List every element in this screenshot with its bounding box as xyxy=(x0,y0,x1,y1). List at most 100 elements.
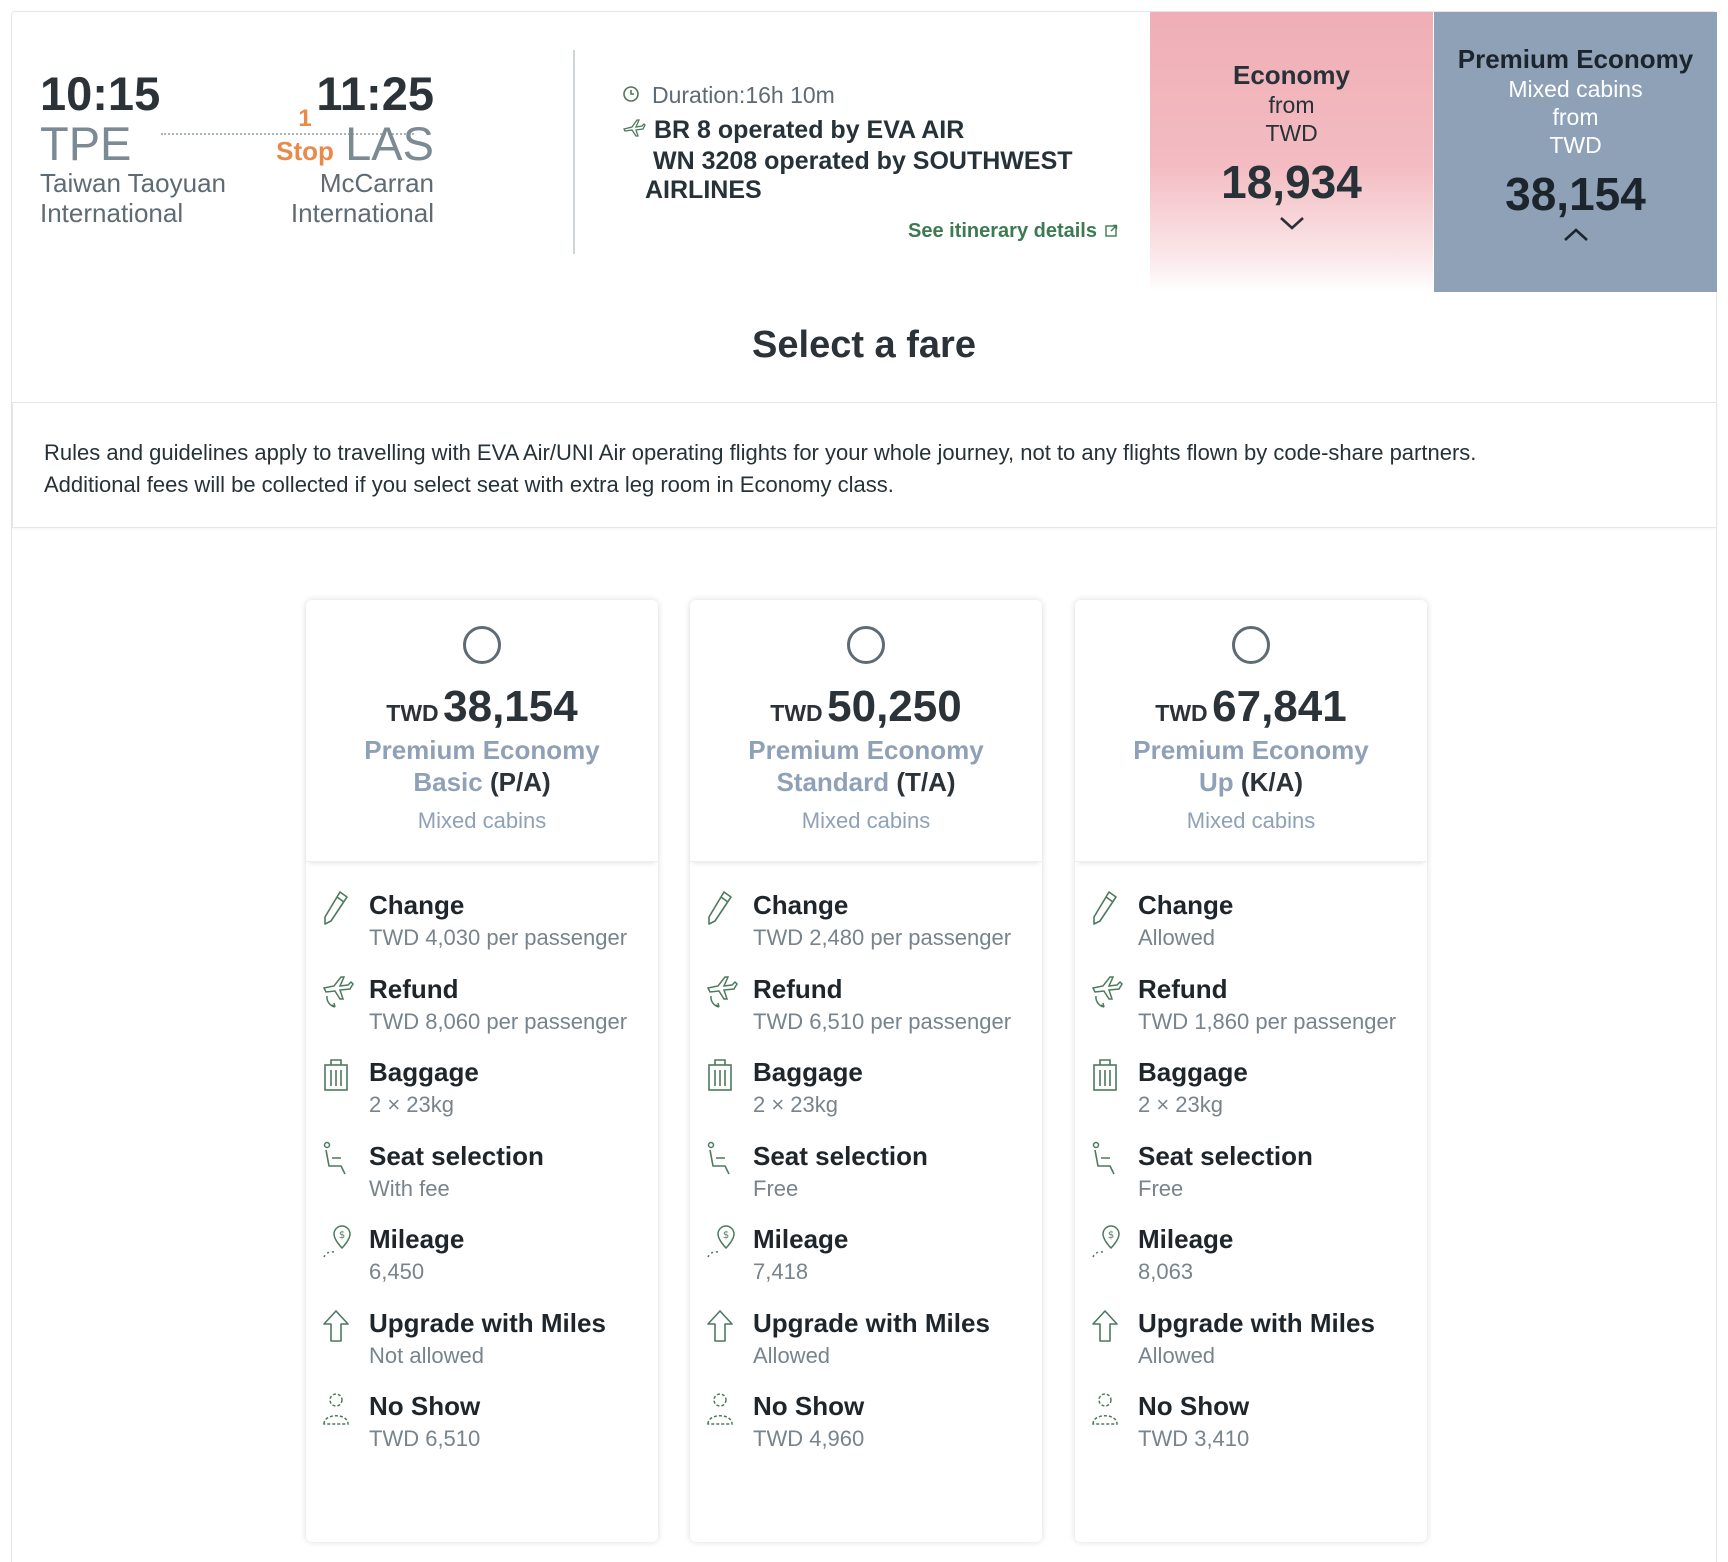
divider xyxy=(573,50,575,254)
feature-value: TWD 3,410 xyxy=(1138,1426,1250,1451)
fare-card-header: TWD 67,841 Premium Economy Up (K/A) Mixe… xyxy=(1075,600,1427,862)
feature-value: Allowed xyxy=(1138,1342,1216,1368)
refund-plane-icon xyxy=(321,974,355,1012)
fare-price: TWD 38,154 xyxy=(306,682,658,732)
feature-row: Change TWD 2,480 per passenger xyxy=(705,888,1035,972)
premium-cabin-name: Premium Economy xyxy=(1457,44,1694,74)
feature-value: 2 × 23kg xyxy=(753,1092,839,1117)
mileage-icon: $ xyxy=(1090,1224,1124,1262)
feature-value: 2 × 23kg xyxy=(369,1092,455,1117)
feature-title: Mileage xyxy=(369,1224,465,1254)
segment-1: BR 8 operated by EVA AIR xyxy=(654,116,965,144)
feature-value: TWD 2,480 per passenger xyxy=(753,925,1012,950)
feature-title: Refund xyxy=(1138,973,1228,1004)
chevron-up-icon xyxy=(1563,228,1588,241)
fare-amount: 67,841 xyxy=(1212,682,1347,731)
refund-plane-icon xyxy=(705,974,739,1012)
fare-radio-button[interactable] xyxy=(463,626,501,664)
duration-text: Duration:16h 10m xyxy=(652,82,835,108)
feature-value: TWD 6,510 xyxy=(369,1426,481,1451)
feature-row: Baggage 2 × 23kg xyxy=(321,1055,651,1139)
feature-row: Seat selection With fee xyxy=(321,1139,651,1223)
see-itinerary-details-link[interactable]: See itinerary details xyxy=(908,220,1118,243)
fare-radio-button[interactable] xyxy=(1232,626,1270,664)
seat-icon xyxy=(321,1141,355,1179)
feature-title: Seat selection xyxy=(1138,1140,1313,1171)
upgrade-arrow-icon xyxy=(705,1308,739,1346)
fare-name-line-2: Up xyxy=(1199,767,1234,797)
flight-summary: 10:15 TPE Taiwan Taoyuan International 1… xyxy=(40,50,1150,260)
fare-price: TWD 67,841 xyxy=(1075,682,1427,732)
feature-value: 8,063 xyxy=(1138,1259,1194,1284)
upgrade-arrow-icon xyxy=(321,1308,355,1346)
feature-value: Allowed xyxy=(1138,925,1216,950)
premium-currency: TWD xyxy=(1549,132,1602,158)
fare-amount: 38,154 xyxy=(443,682,578,731)
economy-price: 18,934 xyxy=(1221,156,1362,208)
duration-row: Duration:16h 10m xyxy=(622,82,835,109)
feature-row: Seat selection Free xyxy=(705,1139,1035,1223)
baggage-icon xyxy=(321,1057,355,1095)
arrival-time: 11:25 xyxy=(316,67,434,120)
feature-title: Change xyxy=(753,890,849,920)
fare-name-line-2: Basic xyxy=(413,767,483,797)
fare-card-1[interactable]: TWD 38,154 Premium Economy Basic (P/A) M… xyxy=(306,600,658,1542)
feature-row: No Show TWD 3,410 xyxy=(1090,1389,1420,1473)
feature-value: TWD 4,960 xyxy=(753,1426,865,1451)
feature-row: Baggage 2 × 23kg xyxy=(1090,1055,1420,1139)
feature-title: Mileage xyxy=(753,1224,849,1254)
pencil-icon xyxy=(1090,890,1124,928)
feature-value: With fee xyxy=(369,1175,450,1201)
departure-code: TPE xyxy=(40,117,132,170)
premium-from: from xyxy=(1552,104,1599,130)
fare-mixed-cabins: Mixed cabins xyxy=(801,808,931,833)
fare-name: Premium Economy Standard (T/A) xyxy=(690,734,1042,798)
route-dotted-line xyxy=(161,133,414,135)
feature-title: Upgrade with Miles xyxy=(753,1307,990,1338)
feature-row: Refund TWD 6,510 per passenger xyxy=(705,972,1035,1056)
fare-card-3[interactable]: TWD 67,841 Premium Economy Up (K/A) Mixe… xyxy=(1075,600,1427,1542)
fare-card-2[interactable]: TWD 50,250 Premium Economy Standard (T/A… xyxy=(690,600,1042,1542)
tab-premium-economy[interactable]: Premium Economy Mixed cabins from TWD 38… xyxy=(1434,12,1717,292)
seat-icon xyxy=(705,1141,739,1179)
feature-title: Change xyxy=(1138,890,1234,920)
tab-economy[interactable]: Economy from TWD 18,934 xyxy=(1150,12,1433,292)
fare-features: Change TWD 4,030 per passenger Refund TWD 8… xyxy=(321,888,651,1473)
plane-icon xyxy=(622,116,646,147)
notice-line-2: Additional fees will be collected if you… xyxy=(44,472,894,497)
economy-cabin-name: Economy xyxy=(1232,60,1351,90)
feature-value: TWD 1,860 per passenger xyxy=(1138,1008,1397,1034)
baggage-icon xyxy=(1090,1057,1124,1095)
seat-icon xyxy=(1090,1141,1124,1179)
feature-row: Upgrade with Miles Not allowed xyxy=(321,1306,651,1390)
feature-title: Baggage xyxy=(753,1057,863,1087)
feature-row: Refund TWD 1,860 per passenger xyxy=(1090,972,1420,1056)
economy-from: from xyxy=(1268,92,1315,118)
fare-booking-code: (K/A) xyxy=(1240,767,1303,797)
no-show-person-icon xyxy=(321,1391,355,1429)
feature-title: Mileage xyxy=(1138,1224,1234,1254)
svg-text:$: $ xyxy=(723,1230,729,1241)
feature-title: Seat selection xyxy=(369,1140,544,1171)
feature-value: 6,450 xyxy=(369,1259,425,1284)
feature-title: Seat selection xyxy=(753,1140,928,1171)
clock-icon xyxy=(622,82,640,109)
fare-price: TWD 50,250 xyxy=(690,682,1042,732)
feature-value: 7,418 xyxy=(753,1259,809,1284)
fare-name-line-2: Standard xyxy=(776,767,890,797)
fare-booking-code: (T/A) xyxy=(896,767,956,797)
feature-title: Upgrade with Miles xyxy=(369,1307,606,1338)
feature-row: $ Mileage 6,450 xyxy=(321,1222,651,1306)
segment-2: WN 3208 operated by SOUTHWEST xyxy=(653,147,1073,175)
fare-card-header: TWD 50,250 Premium Economy Standard (T/A… xyxy=(690,600,1042,862)
fare-radio-button[interactable] xyxy=(847,626,885,664)
itinerary-link-label: See itinerary details xyxy=(908,220,1097,242)
upgrade-arrow-icon xyxy=(1090,1308,1124,1346)
feature-value: TWD 8,060 per passenger xyxy=(369,1008,628,1034)
external-link-icon xyxy=(1105,220,1118,243)
feature-row: Upgrade with Miles Allowed xyxy=(705,1306,1035,1390)
departure-time: 10:15 xyxy=(40,67,161,120)
no-show-person-icon xyxy=(1090,1391,1124,1429)
feature-value: Allowed xyxy=(753,1342,831,1368)
feature-value: Free xyxy=(753,1175,799,1201)
